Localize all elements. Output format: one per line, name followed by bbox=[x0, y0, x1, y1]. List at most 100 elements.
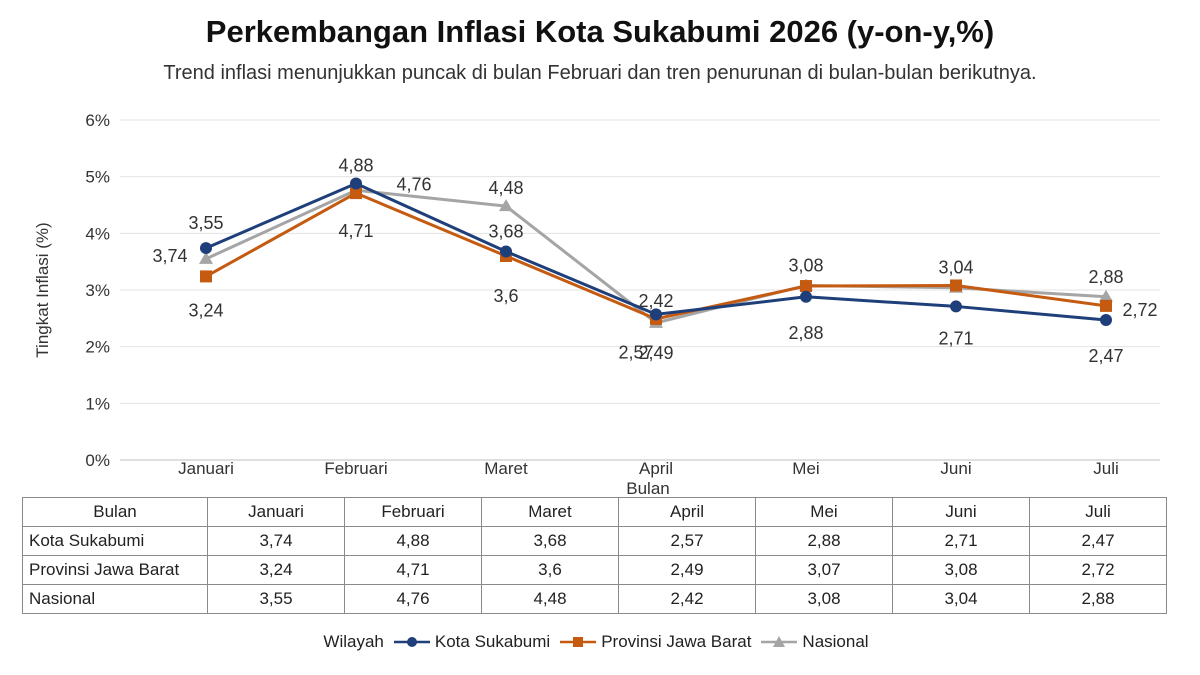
table-cell: 3,04 bbox=[892, 584, 1030, 614]
legend: Wilayah Kota Sukabumi Provinsi Jawa Bara… bbox=[0, 632, 1200, 652]
table-cell: 3,08 bbox=[892, 555, 1030, 585]
table-header-cell: April bbox=[618, 497, 756, 527]
data-point bbox=[200, 242, 212, 255]
data-label: 2,57 bbox=[618, 342, 653, 362]
data-label: 3,74 bbox=[152, 246, 187, 266]
table-row-label: Kota Sukabumi bbox=[22, 526, 208, 556]
table-row: Provinsi Jawa Barat 3,24 4,71 3,6 2,49 3… bbox=[22, 555, 1167, 585]
data-label: 2,71 bbox=[938, 328, 973, 348]
x-tick-label: Mei bbox=[792, 459, 819, 478]
table-cell: 3,55 bbox=[207, 584, 345, 614]
table-header-cell: Mei bbox=[755, 497, 893, 527]
table-row: Kota Sukabumi 3,74 4,88 3,68 2,57 2,88 2… bbox=[22, 526, 1167, 556]
data-point bbox=[1099, 289, 1113, 302]
chart-subtitle: Trend inflasi menunjukkan puncak di bula… bbox=[163, 62, 1037, 84]
x-axis-label: Bulan bbox=[626, 479, 669, 498]
table-cell: 2,72 bbox=[1029, 555, 1167, 585]
data-point bbox=[200, 270, 212, 283]
data-point bbox=[650, 308, 662, 321]
data-label: 3,68 bbox=[488, 221, 523, 241]
table-cell: 4,76 bbox=[344, 584, 482, 614]
table-cell: 4,71 bbox=[344, 555, 482, 585]
x-tick-label: Februari bbox=[324, 459, 387, 478]
data-label: 2,49 bbox=[638, 343, 673, 363]
x-tick-label: Januari bbox=[178, 459, 234, 478]
data-label: 3,6 bbox=[493, 286, 518, 306]
y-tick-label: 6% bbox=[85, 111, 110, 130]
y-tick-label: 3% bbox=[85, 281, 110, 300]
table-cell: 2,71 bbox=[892, 526, 1030, 556]
table-cell: 3,24 bbox=[207, 555, 345, 585]
data-label: 3,24 bbox=[188, 300, 223, 320]
legend-label: Kota Sukabumi bbox=[434, 632, 551, 651]
legend-item-kota-sukabumi: Kota Sukabumi bbox=[392, 632, 550, 652]
x-tick-label: Maret bbox=[484, 459, 528, 478]
table-header-row: Bulan Januari Februari Maret April Mei J… bbox=[22, 497, 1167, 527]
table-cell: 2,57 bbox=[618, 526, 756, 556]
data-point bbox=[800, 280, 812, 293]
data-point bbox=[199, 251, 213, 264]
square-marker-icon bbox=[560, 637, 597, 647]
y-tick-label: 1% bbox=[85, 394, 110, 413]
data-label: 2,47 bbox=[1088, 346, 1123, 366]
x-tick-label: Juni bbox=[940, 459, 971, 478]
data-point bbox=[950, 300, 962, 313]
data-label: 3,08 bbox=[788, 255, 823, 275]
table-cell: 3,08 bbox=[755, 584, 893, 614]
data-point bbox=[950, 279, 962, 292]
data-label: 2,88 bbox=[1088, 267, 1123, 287]
table-cell: 2,42 bbox=[618, 584, 756, 614]
y-tick-label: 5% bbox=[85, 168, 110, 187]
data-label: 4,71 bbox=[338, 221, 373, 241]
table-cell: 3,74 bbox=[207, 526, 345, 556]
y-tick-label: 4% bbox=[85, 224, 110, 243]
data-point bbox=[800, 290, 812, 303]
data-label: 2,88 bbox=[788, 323, 823, 343]
triangle-marker-icon bbox=[761, 636, 798, 647]
table-header-cell: Bulan bbox=[22, 497, 208, 527]
table-header-cell: Februari bbox=[344, 497, 482, 527]
table-cell: 2,88 bbox=[755, 526, 893, 556]
table-row-label: Provinsi Jawa Barat bbox=[22, 555, 208, 585]
legend-title: Wilayah bbox=[323, 632, 384, 651]
data-point bbox=[500, 245, 512, 258]
y-tick-label: 2% bbox=[85, 338, 110, 357]
data-label: 3,04 bbox=[938, 258, 973, 278]
legend-item-provinsi-jawa-barat: Provinsi Jawa Barat bbox=[558, 632, 751, 652]
y-tick-label: 0% bbox=[85, 451, 110, 470]
table-cell: 2,49 bbox=[618, 555, 756, 585]
data-point bbox=[1100, 299, 1112, 312]
table-cell: 3,6 bbox=[481, 555, 619, 585]
data-point bbox=[350, 177, 362, 190]
data-point bbox=[350, 187, 362, 200]
table-row-label: Nasional bbox=[22, 584, 208, 614]
table-header-cell: Maret bbox=[481, 497, 619, 527]
table-header-cell: Januari bbox=[207, 497, 345, 527]
data-label: 3,55 bbox=[188, 213, 223, 233]
data-point bbox=[1100, 314, 1112, 327]
inflation-line-chart: 0% 1% 2% 3% 4% 5% 6% Januari Februari Maret April M… bbox=[33, 111, 1160, 498]
x-tick-label: April bbox=[639, 459, 673, 478]
data-label: 4,48 bbox=[488, 178, 523, 198]
data-label: 2,72 bbox=[1122, 300, 1157, 320]
legend-item-nasional: Nasional bbox=[759, 632, 869, 652]
x-tick-label: Juli bbox=[1093, 459, 1119, 478]
y-axis-label: Tingkat Inflasi (%) bbox=[33, 222, 52, 357]
data-label: 4,76 bbox=[396, 174, 431, 194]
table-cell: 4,88 bbox=[344, 526, 482, 556]
data-table: Bulan Januari Februari Maret April Mei J… bbox=[22, 497, 1167, 614]
table-cell: 3,07 bbox=[755, 555, 893, 585]
data-label: 2,42 bbox=[638, 291, 673, 311]
table-header-cell: Juni bbox=[892, 497, 1030, 527]
data-label: 4,88 bbox=[338, 155, 373, 175]
table-cell: 3,68 bbox=[481, 526, 619, 556]
circle-marker-icon bbox=[393, 637, 430, 647]
table-row: Nasional 3,55 4,76 4,48 2,42 3,08 3,04 2… bbox=[22, 584, 1167, 614]
table-cell: 4,48 bbox=[481, 584, 619, 614]
table-cell: 2,88 bbox=[1029, 584, 1167, 614]
chart-title: Perkembangan Inflasi Kota Sukabumi 2026 … bbox=[205, 14, 995, 49]
table-header-cell: Juli bbox=[1029, 497, 1167, 527]
legend-label: Nasional bbox=[802, 632, 869, 651]
legend-label: Provinsi Jawa Barat bbox=[601, 632, 752, 651]
table-cell: 2,47 bbox=[1029, 526, 1167, 556]
